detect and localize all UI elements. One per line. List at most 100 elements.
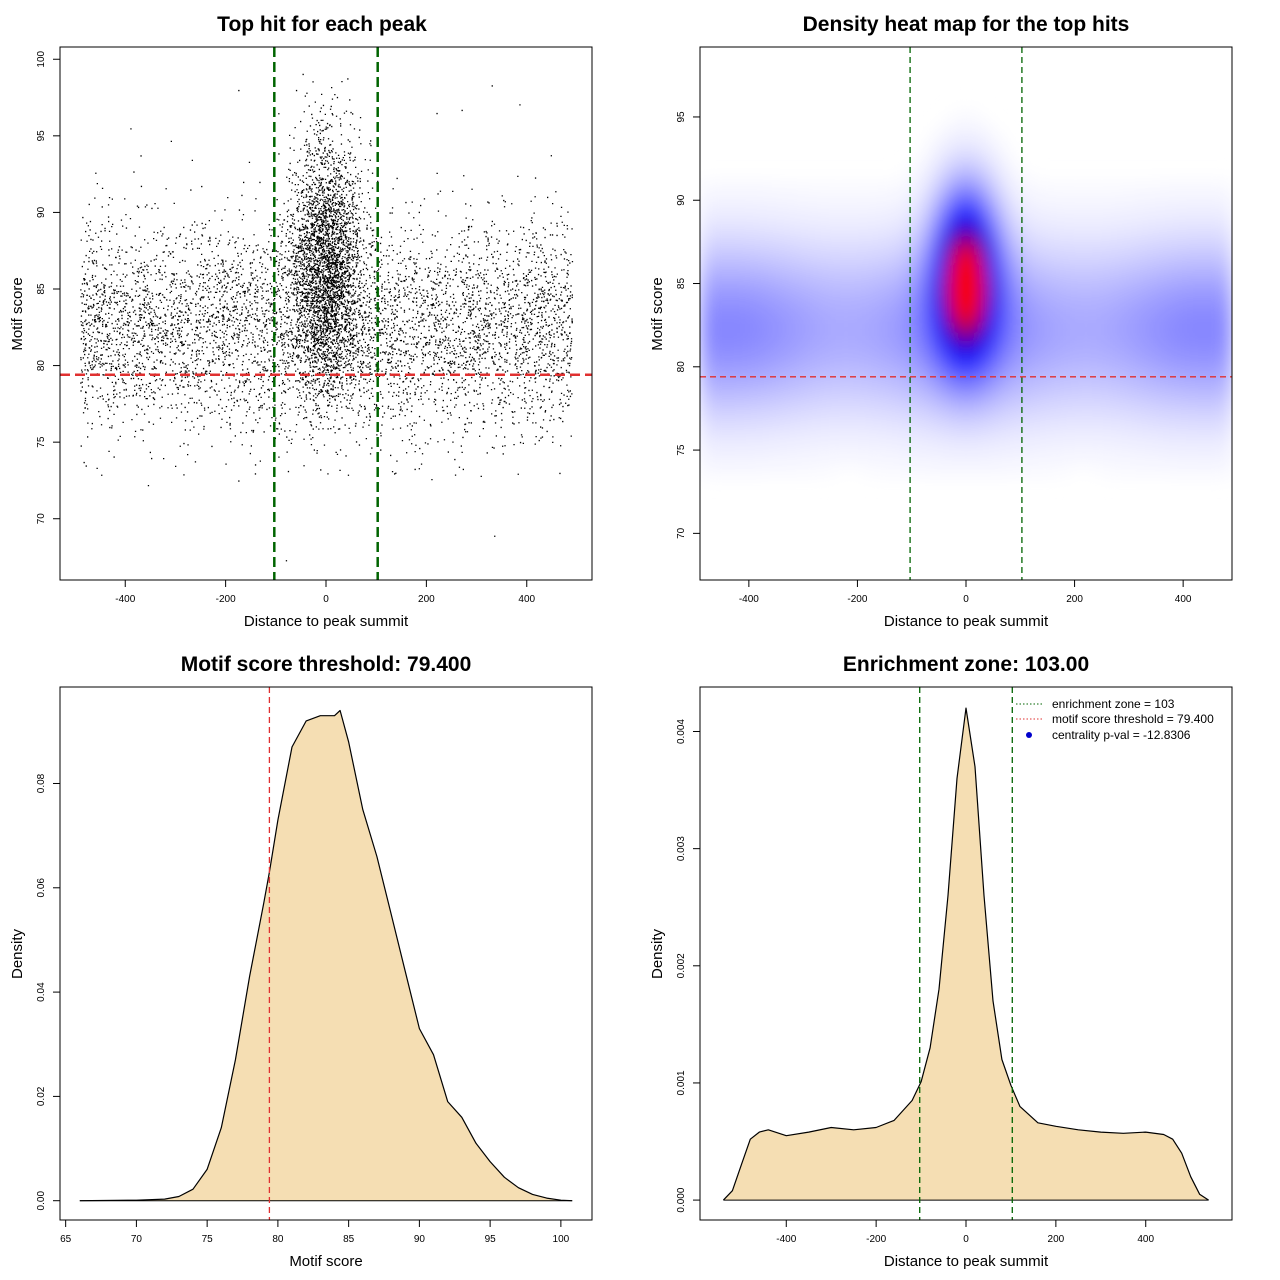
heat-cell (720, 190, 732, 202)
heat-cell (1160, 241, 1172, 253)
heat-cell (740, 241, 752, 253)
heat-cell (1109, 221, 1121, 233)
heat-cell (751, 467, 763, 479)
heat-cell (761, 446, 773, 458)
heat-cell (996, 282, 1008, 294)
heat-cell (761, 241, 773, 253)
heat-cell (925, 446, 937, 458)
heat-cell (1119, 180, 1131, 192)
heat-cell (812, 231, 824, 243)
y-axis-label: Motif score (649, 277, 666, 350)
heat-cell (1017, 323, 1029, 335)
heat-cell (761, 405, 773, 417)
heat-cell (1006, 354, 1018, 366)
heat-cell (996, 375, 1008, 387)
heat-cell (822, 272, 834, 284)
heat-cell (1139, 364, 1151, 376)
heat-cell (1027, 252, 1039, 264)
heat-cell (1191, 344, 1203, 356)
heat-cell (884, 293, 896, 305)
heat-cell (751, 221, 763, 233)
heat-cell (1006, 221, 1018, 233)
heat-cell (822, 405, 834, 417)
heat-cell (1027, 190, 1039, 202)
heat-cell (873, 457, 885, 469)
heat-cell (1099, 457, 1110, 469)
heat-cell (935, 293, 947, 305)
heat-cell (1027, 385, 1039, 397)
heat-cell (1221, 241, 1232, 253)
x-tick-label: -400 (776, 1234, 796, 1245)
heat-cell (1078, 221, 1090, 233)
heat-cell (1180, 211, 1192, 223)
heat-cell (894, 303, 906, 315)
heat-cell (1170, 211, 1182, 223)
heat-cell (1006, 344, 1018, 356)
heat-cell (812, 313, 824, 325)
heat-cell (822, 190, 834, 202)
heat-cell (1078, 262, 1090, 274)
heat-cell (945, 334, 957, 346)
heat-cell (935, 129, 947, 141)
heat-cell (884, 395, 896, 407)
heat-cell (1201, 354, 1213, 366)
heat-cell (1037, 303, 1049, 315)
heat-cell (771, 262, 783, 274)
heat-cell (955, 159, 967, 171)
heat-cell (730, 200, 742, 212)
heat-cell (761, 200, 773, 212)
heat-cell (1047, 344, 1059, 356)
heat-cell (761, 395, 773, 407)
heat-cell (935, 190, 947, 202)
heat-cell (1201, 231, 1213, 243)
heat-cell (812, 375, 824, 387)
heat-cell (1129, 313, 1141, 325)
heat-cell (1129, 436, 1141, 448)
heat-cell (935, 457, 947, 469)
heat-cell (1119, 262, 1131, 274)
x-tick-label: 200 (1066, 594, 1083, 605)
heat-cell (1006, 446, 1018, 458)
heat-cell (853, 293, 865, 305)
heat-cell (1211, 457, 1223, 469)
heat-cell (1078, 344, 1090, 356)
heat-cell (1150, 221, 1162, 233)
heat-cell (1006, 405, 1018, 417)
heat-cell (1037, 313, 1049, 325)
heat-cell (843, 334, 855, 346)
heat-cell (833, 262, 844, 274)
heat-cell (1088, 385, 1100, 397)
heat-cell (1037, 436, 1049, 448)
heat-cell (925, 231, 937, 243)
heat-cell (1160, 180, 1172, 192)
heat-cell (1068, 446, 1080, 458)
heat-cell (1058, 436, 1070, 448)
heat-cell (1088, 180, 1100, 192)
x-tick-label: -200 (847, 594, 867, 605)
heat-cell (1180, 252, 1192, 264)
heat-cell (853, 221, 865, 233)
heat-cell (945, 139, 957, 151)
panel-heatmap: Density heat map for the top hits -400 -2… (649, 13, 1233, 630)
heat-cell (812, 395, 824, 407)
heat-cell (894, 231, 906, 243)
heat-cell (1139, 211, 1151, 223)
heat-cell (935, 426, 947, 438)
heat-cell (812, 385, 824, 397)
heat-cell (740, 211, 752, 223)
heat-cell (1047, 457, 1059, 469)
heat-cell (1211, 180, 1223, 192)
heat-cell (1160, 221, 1172, 233)
heat-cell (751, 231, 763, 243)
heat-cell (894, 446, 906, 458)
y-tick-label: 85 (676, 278, 687, 290)
heat-cell (884, 323, 896, 335)
heat-cell (1058, 231, 1070, 243)
heat-cell (1109, 211, 1121, 223)
heat-cell (1221, 385, 1232, 397)
heat-cell (1180, 180, 1192, 192)
heat-cell (1211, 282, 1223, 294)
heat-cell (873, 334, 885, 346)
heat-cell (986, 231, 998, 243)
